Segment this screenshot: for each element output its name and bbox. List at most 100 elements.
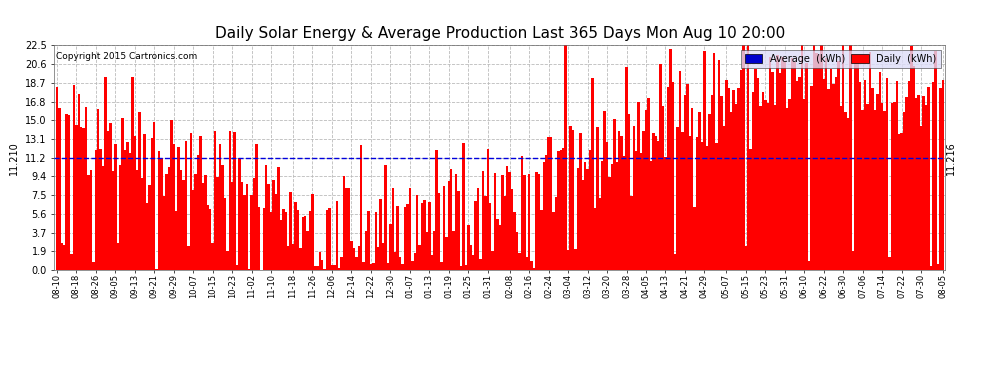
Bar xyxy=(65,114,68,270)
Legend: Average  (kWh), Daily  (kWh): Average (kWh), Daily (kWh) xyxy=(741,50,940,68)
Bar xyxy=(633,126,635,270)
Bar xyxy=(818,54,820,270)
Bar xyxy=(756,78,759,270)
Bar xyxy=(547,137,549,270)
Bar xyxy=(536,172,538,270)
Bar xyxy=(621,136,623,270)
Bar xyxy=(905,97,908,270)
Bar xyxy=(886,78,888,270)
Bar xyxy=(896,81,898,270)
Bar xyxy=(923,96,925,270)
Bar xyxy=(357,246,360,270)
Bar xyxy=(584,162,586,270)
Bar xyxy=(523,175,526,270)
Bar xyxy=(752,92,754,270)
Bar xyxy=(297,210,299,270)
Bar xyxy=(326,210,329,270)
Bar xyxy=(562,148,564,270)
Bar xyxy=(204,175,207,270)
Bar xyxy=(104,76,107,270)
Bar xyxy=(122,118,124,270)
Bar xyxy=(239,158,241,270)
Bar xyxy=(611,164,613,270)
Bar xyxy=(175,211,177,270)
Bar xyxy=(604,111,606,270)
Bar xyxy=(234,132,236,270)
Bar xyxy=(150,138,153,270)
Bar xyxy=(401,264,404,270)
Bar xyxy=(783,62,786,270)
Bar xyxy=(631,196,633,270)
Bar xyxy=(613,119,616,270)
Bar xyxy=(776,55,779,270)
Bar xyxy=(554,197,557,270)
Bar xyxy=(815,54,818,270)
Bar xyxy=(761,92,764,270)
Bar xyxy=(696,137,698,270)
Bar xyxy=(257,207,260,270)
Bar xyxy=(828,89,830,270)
Bar xyxy=(713,53,716,270)
Bar xyxy=(199,136,202,270)
Bar xyxy=(155,269,158,270)
Bar xyxy=(628,114,631,270)
Bar xyxy=(289,192,292,270)
Bar xyxy=(669,48,671,270)
Bar xyxy=(362,262,365,270)
Bar xyxy=(674,254,676,270)
Bar xyxy=(224,198,226,270)
Bar xyxy=(903,112,905,270)
Bar xyxy=(494,173,496,270)
Bar xyxy=(136,170,139,270)
Bar xyxy=(457,191,459,270)
Bar xyxy=(112,171,114,270)
Bar xyxy=(557,151,559,270)
Bar xyxy=(533,268,536,270)
Bar xyxy=(876,94,878,270)
Bar xyxy=(643,130,644,270)
Bar xyxy=(63,245,65,270)
Bar xyxy=(937,264,940,270)
Bar xyxy=(744,246,747,270)
Bar xyxy=(172,144,175,270)
Bar xyxy=(252,178,255,270)
Bar xyxy=(866,104,869,270)
Bar xyxy=(389,224,392,270)
Bar xyxy=(455,174,457,270)
Bar xyxy=(691,108,693,270)
Bar xyxy=(459,266,462,270)
Bar xyxy=(769,57,771,270)
Bar xyxy=(849,44,851,270)
Bar xyxy=(226,251,229,270)
Bar xyxy=(265,165,267,270)
Bar xyxy=(766,103,769,270)
Bar xyxy=(212,243,214,270)
Bar xyxy=(404,207,406,270)
Bar xyxy=(450,169,452,270)
Bar xyxy=(825,58,828,270)
Text: 11.210: 11.210 xyxy=(9,141,20,175)
Bar xyxy=(718,60,721,270)
Bar xyxy=(414,253,416,270)
Bar xyxy=(114,144,117,270)
Bar xyxy=(830,69,833,270)
Bar xyxy=(521,156,523,270)
Bar xyxy=(526,256,528,270)
Bar xyxy=(835,76,838,270)
Bar xyxy=(552,212,554,270)
Bar xyxy=(275,194,277,270)
Bar xyxy=(873,110,876,270)
Bar xyxy=(411,261,414,270)
Bar xyxy=(231,182,234,270)
Bar xyxy=(740,70,742,270)
Bar xyxy=(139,112,141,270)
Bar xyxy=(808,261,811,270)
Bar xyxy=(365,231,367,270)
Bar xyxy=(185,141,187,270)
Bar xyxy=(387,263,389,270)
Bar xyxy=(244,195,246,270)
Bar xyxy=(684,95,686,270)
Bar xyxy=(671,82,674,270)
Bar xyxy=(940,88,941,270)
Bar xyxy=(246,183,248,270)
